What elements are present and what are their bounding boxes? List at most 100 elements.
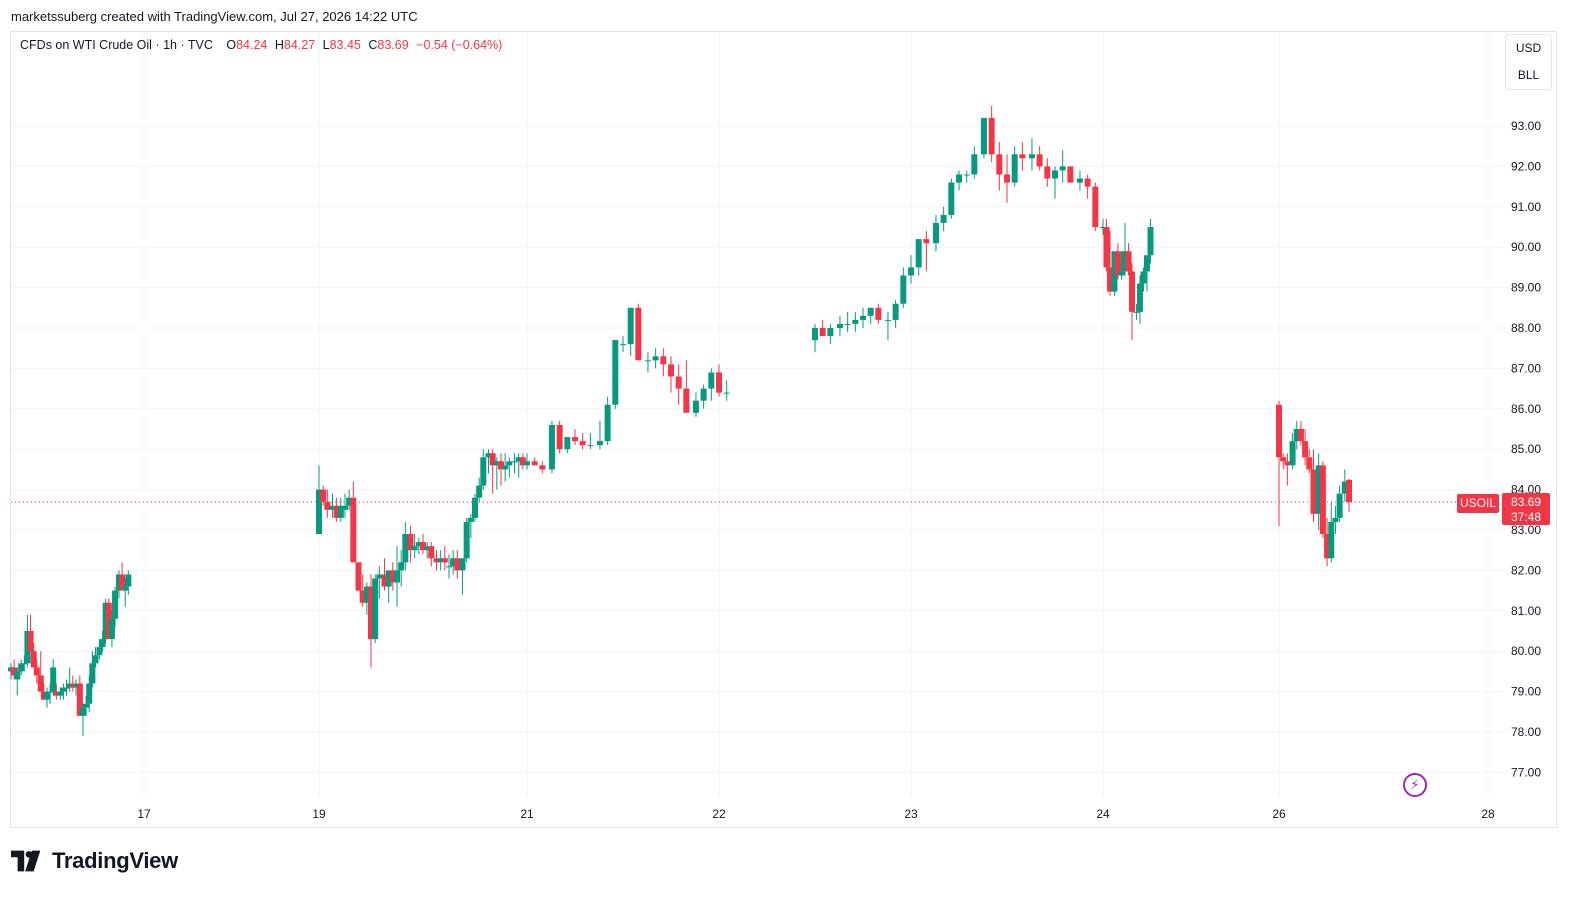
candle-body — [381, 574, 388, 587]
candle-body — [502, 465, 509, 470]
candle-body — [867, 307, 874, 316]
candle-body — [1004, 174, 1010, 183]
candle-body — [480, 457, 487, 486]
candle-body — [112, 590, 119, 619]
candle-body — [1052, 170, 1058, 179]
candle — [433, 550, 440, 571]
candle-body — [587, 445, 594, 447]
low-label: L — [322, 38, 330, 52]
candle — [675, 364, 682, 405]
candle — [489, 449, 496, 494]
high-label: H — [274, 38, 284, 52]
candle — [359, 574, 366, 607]
candle — [1044, 158, 1051, 187]
price-tag-price: 83.69 — [1510, 495, 1542, 509]
candle-body — [11, 667, 18, 676]
candle — [1084, 174, 1091, 199]
candle-body — [108, 618, 115, 640]
candle — [33, 659, 40, 684]
candle — [539, 461, 546, 474]
candle-body — [385, 570, 392, 587]
candle — [485, 449, 492, 474]
candle — [437, 550, 444, 571]
candle-body — [363, 586, 370, 603]
candle — [1129, 263, 1136, 341]
candle-body — [47, 691, 54, 693]
candle — [963, 170, 970, 183]
candle-body — [1076, 178, 1083, 183]
candle — [480, 449, 487, 490]
candle-body — [467, 517, 474, 522]
unit-button[interactable]: BLL — [1517, 68, 1540, 82]
candle — [1332, 505, 1339, 535]
candle-body — [515, 457, 522, 462]
currency-button[interactable]: USD — [1515, 41, 1542, 55]
chart-frame[interactable] — [10, 31, 1557, 828]
candle — [923, 231, 930, 272]
candle-body — [1297, 429, 1304, 442]
candle — [122, 578, 129, 607]
candle — [115, 570, 122, 599]
candle-body — [407, 534, 414, 551]
candle — [66, 667, 73, 692]
candle-body — [1328, 521, 1335, 559]
candle — [50, 659, 57, 696]
candle-body — [459, 558, 466, 571]
candle-body — [485, 453, 492, 458]
candle-body — [420, 542, 426, 551]
candle-body — [433, 558, 440, 563]
candle-body — [1310, 469, 1317, 514]
candle — [112, 586, 119, 627]
candle-body — [1284, 461, 1291, 466]
candle-body — [506, 461, 513, 466]
candle — [53, 683, 60, 700]
candle-body — [884, 319, 891, 321]
lightning-bolt-icon[interactable]: ⚡︎ — [1403, 773, 1427, 797]
symbol-name[interactable]: CFDs on WTI Crude Oil · 1h · TVC — [20, 38, 213, 52]
candle-body — [493, 461, 500, 466]
candle-body — [963, 174, 970, 176]
candle-body — [411, 546, 418, 551]
candle — [1276, 400, 1282, 526]
candle-body — [372, 578, 379, 640]
candle — [467, 513, 474, 539]
candle-body — [428, 546, 435, 559]
candle-body — [1133, 311, 1140, 313]
candle — [652, 348, 659, 369]
candle — [389, 562, 396, 591]
candle — [69, 675, 76, 692]
candle — [1100, 218, 1106, 236]
candle-body — [355, 562, 362, 591]
candle — [683, 360, 690, 413]
candle-body — [33, 667, 40, 676]
candle-body — [40, 691, 47, 700]
candle — [915, 239, 922, 276]
candle-body — [316, 489, 322, 535]
y-tick-label: 80.00 — [1511, 644, 1541, 658]
candle-body — [1059, 166, 1066, 171]
candle — [14, 667, 21, 696]
candle-body — [1324, 534, 1331, 559]
candle — [1118, 251, 1125, 280]
candle-body — [96, 647, 103, 656]
candle-body — [1092, 186, 1099, 227]
candle — [579, 433, 586, 450]
candle — [956, 170, 962, 191]
candle — [1144, 255, 1150, 292]
candle — [1336, 485, 1343, 522]
candle-body — [716, 372, 722, 393]
candle-body — [1341, 481, 1348, 494]
candle — [21, 655, 28, 672]
candle — [79, 703, 86, 737]
candle — [1111, 251, 1118, 296]
candle-body — [1114, 251, 1121, 276]
candle-body — [324, 501, 331, 510]
candle-body — [1336, 493, 1343, 518]
candle — [860, 307, 866, 328]
candle — [556, 420, 563, 454]
candle-body — [644, 360, 651, 362]
candle — [1059, 150, 1066, 183]
candle — [394, 546, 400, 607]
candle — [385, 570, 392, 603]
